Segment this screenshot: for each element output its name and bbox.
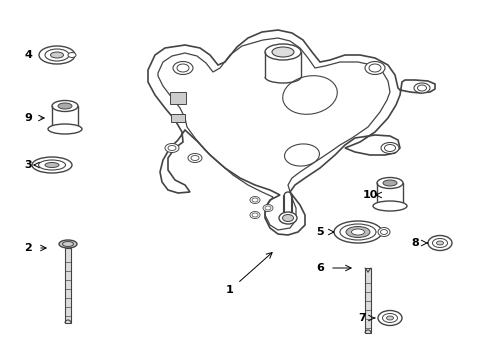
Ellipse shape xyxy=(437,241,443,245)
Ellipse shape xyxy=(365,62,385,75)
Ellipse shape xyxy=(283,76,337,114)
Ellipse shape xyxy=(48,124,82,134)
Ellipse shape xyxy=(39,46,75,64)
Bar xyxy=(171,114,185,122)
Ellipse shape xyxy=(32,157,72,173)
Text: 10: 10 xyxy=(362,190,378,200)
Ellipse shape xyxy=(272,47,294,57)
Ellipse shape xyxy=(52,100,78,112)
Ellipse shape xyxy=(383,180,397,186)
Ellipse shape xyxy=(351,229,365,235)
Ellipse shape xyxy=(346,226,370,238)
Ellipse shape xyxy=(279,212,297,224)
Text: 6: 6 xyxy=(316,263,324,273)
Ellipse shape xyxy=(387,316,393,320)
Ellipse shape xyxy=(59,240,77,248)
Text: 2: 2 xyxy=(24,243,32,253)
Text: 3: 3 xyxy=(24,160,32,170)
Ellipse shape xyxy=(414,83,430,93)
Text: 5: 5 xyxy=(316,227,324,237)
Text: 7: 7 xyxy=(358,313,366,323)
Ellipse shape xyxy=(250,211,260,219)
Polygon shape xyxy=(148,30,435,235)
Text: 4: 4 xyxy=(24,50,32,60)
Ellipse shape xyxy=(263,204,273,211)
Ellipse shape xyxy=(377,177,403,189)
Ellipse shape xyxy=(381,143,399,153)
Ellipse shape xyxy=(428,235,452,251)
Ellipse shape xyxy=(58,103,72,109)
Ellipse shape xyxy=(334,221,382,243)
Text: 1: 1 xyxy=(226,285,234,295)
Text: 9: 9 xyxy=(24,113,32,123)
Ellipse shape xyxy=(50,52,64,58)
Ellipse shape xyxy=(188,153,202,162)
Ellipse shape xyxy=(45,162,59,167)
Ellipse shape xyxy=(250,197,260,203)
Ellipse shape xyxy=(283,215,294,221)
Ellipse shape xyxy=(165,144,179,153)
Ellipse shape xyxy=(173,62,193,75)
Ellipse shape xyxy=(378,310,402,325)
Ellipse shape xyxy=(373,201,407,211)
Text: 8: 8 xyxy=(411,238,419,248)
Bar xyxy=(170,92,186,104)
Bar xyxy=(65,248,71,323)
Bar xyxy=(365,268,371,333)
Ellipse shape xyxy=(265,44,301,60)
Ellipse shape xyxy=(378,228,390,237)
Ellipse shape xyxy=(68,53,76,58)
Ellipse shape xyxy=(285,144,319,166)
